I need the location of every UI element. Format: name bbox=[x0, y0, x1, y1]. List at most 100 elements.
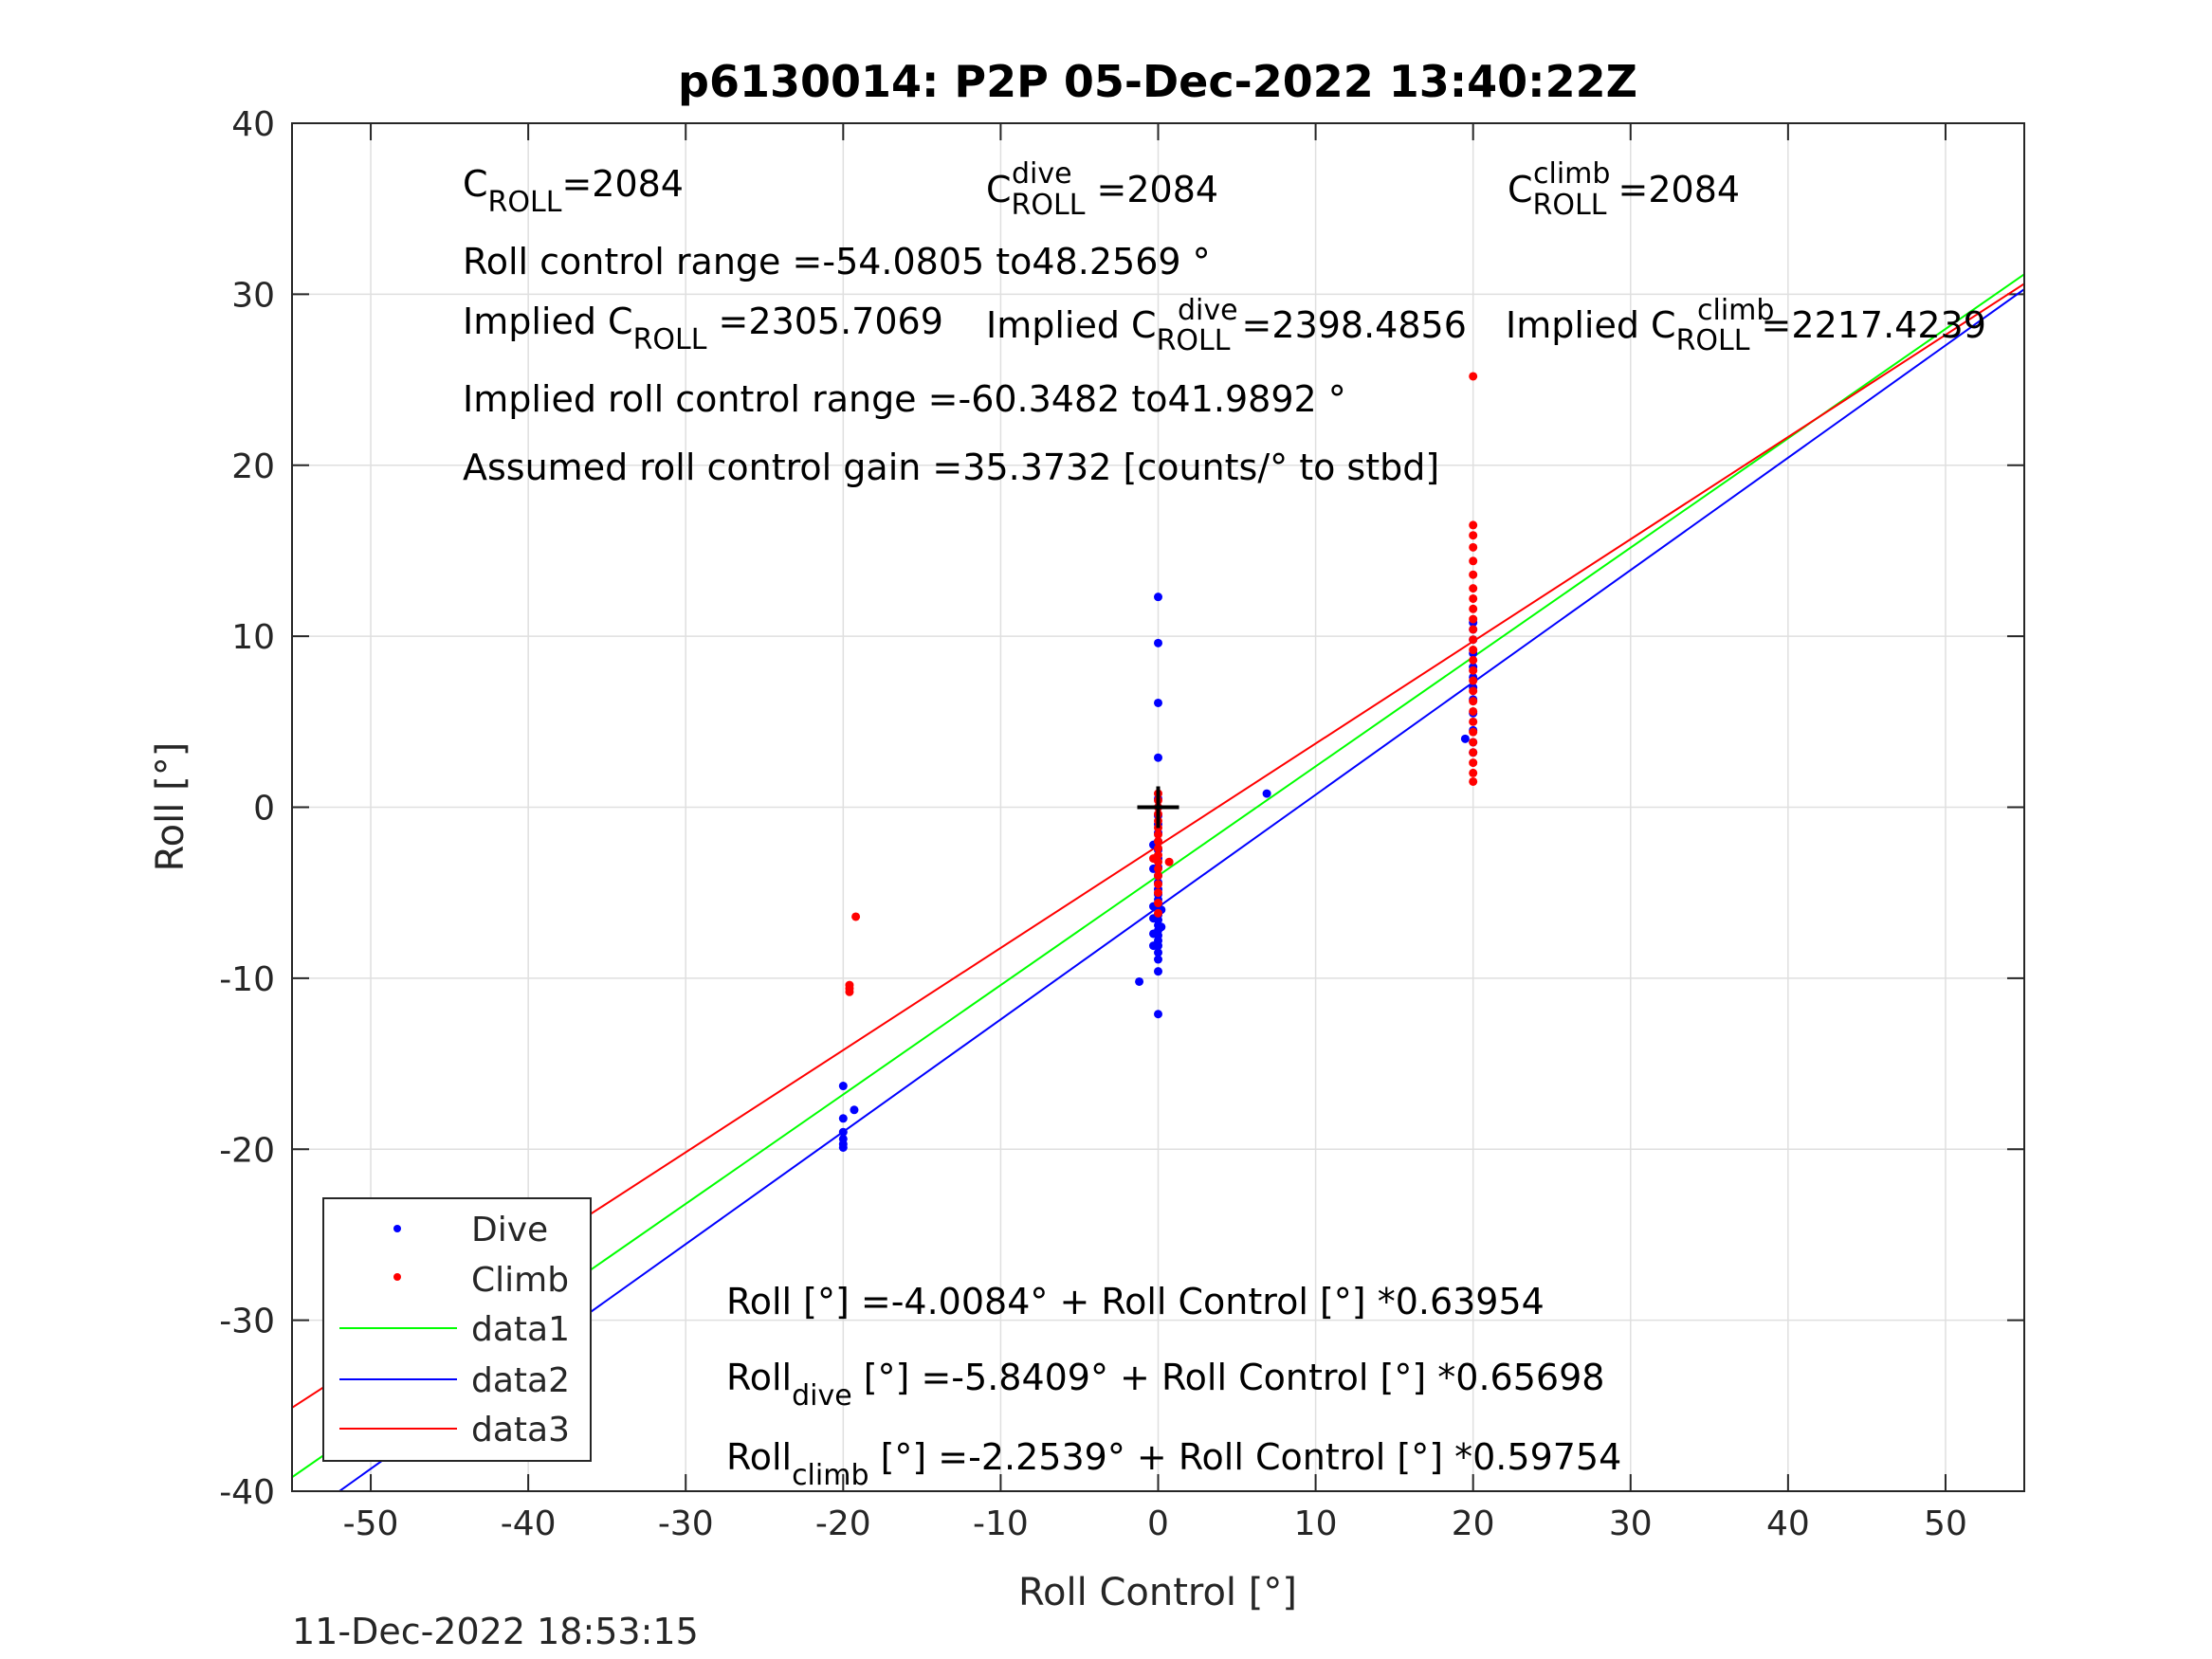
point-climb bbox=[1469, 584, 1478, 593]
point-dive bbox=[838, 1127, 848, 1137]
legend-label-dive: Dive bbox=[471, 1211, 548, 1249]
y-tick-label: 40 bbox=[231, 105, 275, 144]
annotation-implied-c-roll-dive-sup: dive bbox=[1178, 294, 1238, 327]
annotation-fit-climb: Rollclimb [°] =-2.2539° + Roll Control [… bbox=[726, 1436, 1621, 1492]
point-dive bbox=[1154, 955, 1162, 964]
point-climb bbox=[1469, 727, 1478, 737]
point-dive bbox=[1154, 948, 1162, 957]
point-dive bbox=[1154, 967, 1162, 976]
point-dive bbox=[1135, 976, 1144, 986]
annotation-c-roll: CROLL=2084 bbox=[463, 163, 684, 219]
point-climb bbox=[1469, 556, 1478, 566]
point-climb bbox=[1469, 614, 1478, 624]
point-climb bbox=[1154, 888, 1162, 898]
point-dive bbox=[1154, 592, 1162, 602]
point-climb bbox=[1154, 908, 1162, 918]
point-climb bbox=[1154, 864, 1162, 873]
x-tick-label: -50 bbox=[343, 1504, 399, 1543]
legend-box bbox=[322, 1197, 592, 1462]
y-tick-label: -10 bbox=[219, 960, 275, 999]
point-climb bbox=[1469, 372, 1478, 381]
point-climb bbox=[1469, 542, 1478, 552]
legend: Dive Climb data1 data2 data3 bbox=[322, 1197, 592, 1462]
point-climb bbox=[1149, 854, 1159, 864]
legend-label-data2: data2 bbox=[471, 1361, 570, 1400]
legend-label-data3: data3 bbox=[471, 1411, 570, 1449]
point-climb bbox=[1469, 697, 1478, 706]
x-tick-label: -30 bbox=[658, 1504, 714, 1543]
annotation-c-roll-dive: CROLL =2084 bbox=[986, 169, 1218, 222]
point-climb bbox=[1469, 655, 1478, 665]
annotation-c-roll-dive-sup: dive bbox=[1012, 157, 1072, 191]
point-dive bbox=[1460, 734, 1470, 743]
point-climb bbox=[1469, 531, 1478, 540]
point-dive bbox=[838, 1114, 848, 1123]
chart-title: p6130014: P2P 05-Dec-2022 13:40:22Z bbox=[678, 56, 1637, 107]
annotation-c-roll-climb-sup: climb bbox=[1533, 157, 1610, 191]
tick-labels: -50 -40 -30 -20 -10 0 10 20 30 40 50 -40 -30 -20 -10 0 1… bbox=[219, 105, 1967, 1543]
point-climb bbox=[1154, 844, 1162, 853]
legend-marker-dive bbox=[393, 1225, 401, 1232]
annotation-roll-control-range: Roll control range =-54.0805 to48.2569 ° bbox=[463, 241, 1211, 283]
point-climb bbox=[1469, 758, 1478, 768]
point-dive bbox=[838, 1082, 848, 1091]
point-climb bbox=[1164, 857, 1174, 866]
y-tick-label: -40 bbox=[219, 1473, 275, 1512]
point-climb bbox=[845, 987, 854, 996]
point-dive bbox=[1154, 698, 1162, 707]
x-tick-label: 10 bbox=[1294, 1504, 1338, 1543]
point-dive bbox=[838, 1142, 848, 1152]
point-dive bbox=[1154, 753, 1162, 762]
point-climb bbox=[1469, 520, 1478, 530]
annotation-assumed-gain: Assumed roll control gain =35.3732 [coun… bbox=[463, 447, 1439, 488]
annotation-fit-all: Roll [°] =-4.0084° + Roll Control [°] *0… bbox=[726, 1281, 1545, 1322]
point-climb bbox=[1154, 837, 1162, 847]
annotation-implied-c-roll: Implied CROLL =2305.7069 bbox=[463, 301, 943, 356]
annotation-c-roll-climb: CROLL =2084 bbox=[1508, 169, 1740, 222]
y-axis-label: Roll [°] bbox=[149, 742, 192, 872]
point-dive bbox=[1149, 929, 1159, 939]
point-climb bbox=[1469, 570, 1478, 579]
point-climb bbox=[1154, 830, 1162, 839]
legend-label-climb: Climb bbox=[471, 1261, 569, 1300]
point-climb bbox=[1469, 676, 1478, 685]
point-climb bbox=[1154, 871, 1162, 881]
x-tick-label: -10 bbox=[973, 1504, 1029, 1543]
x-axis-label: Roll Control [°] bbox=[1018, 1571, 1297, 1614]
point-climb bbox=[1469, 748, 1478, 757]
annotation-fit-dive: Rolldive [°] =-5.8409° + Roll Control [°… bbox=[726, 1357, 1604, 1413]
x-tick-label: 30 bbox=[1609, 1504, 1653, 1543]
y-tick-label: 0 bbox=[253, 790, 275, 829]
legend-label-data1: data1 bbox=[471, 1310, 570, 1349]
annotation-implied-range: Implied roll control range =-60.3482 to4… bbox=[463, 378, 1346, 420]
y-tick-label: 30 bbox=[231, 276, 275, 315]
annotation-implied-c-roll-climb-sup: climb bbox=[1697, 294, 1774, 327]
timestamp: 11-Dec-2022 18:53:15 bbox=[292, 1611, 699, 1652]
point-climb bbox=[1469, 665, 1478, 675]
plot-frame bbox=[291, 122, 2025, 1492]
x-tick-label: 0 bbox=[1147, 1504, 1169, 1543]
point-climb bbox=[1469, 706, 1478, 716]
x-tick-label: 20 bbox=[1452, 1504, 1495, 1543]
point-climb bbox=[851, 912, 861, 921]
point-climb bbox=[1469, 686, 1478, 696]
x-tick-label: 40 bbox=[1766, 1504, 1810, 1543]
annotation-implied-c-roll-climb: Implied CROLL =2217.4239 bbox=[1506, 304, 1986, 357]
y-tick-label: -30 bbox=[219, 1303, 275, 1341]
point-dive bbox=[1157, 922, 1166, 932]
point-dive bbox=[850, 1105, 859, 1115]
y-tick-label: 10 bbox=[231, 618, 275, 657]
point-dive bbox=[1149, 941, 1159, 951]
point-climb bbox=[1469, 717, 1478, 726]
y-tick-label: -20 bbox=[219, 1131, 275, 1170]
point-climb bbox=[1469, 776, 1478, 786]
point-climb bbox=[1154, 880, 1162, 889]
x-tick-label: -20 bbox=[815, 1504, 871, 1543]
point-climb bbox=[1469, 646, 1478, 655]
annotation-implied-c-roll-dive: Implied CROLL =2398.4856 bbox=[986, 304, 1467, 357]
legend-marker-climb bbox=[393, 1273, 401, 1281]
point-dive bbox=[1154, 638, 1162, 647]
point-climb bbox=[1154, 899, 1162, 908]
point-dive bbox=[1262, 789, 1271, 798]
